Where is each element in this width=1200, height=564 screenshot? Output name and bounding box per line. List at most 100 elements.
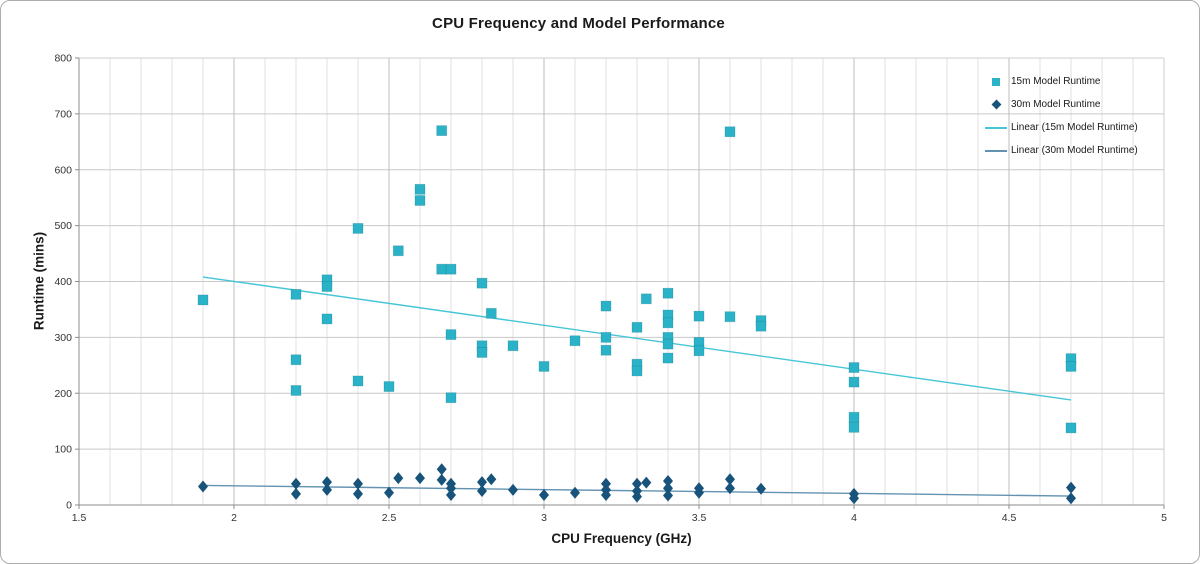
data-point-square — [724, 311, 736, 323]
data-point-diamond — [601, 488, 611, 501]
x-tick-label: 5 — [1161, 512, 1167, 524]
data-point-square — [848, 421, 860, 433]
data-point-diamond — [632, 490, 642, 503]
data-point-square — [538, 361, 550, 372]
data-point-square — [290, 288, 302, 300]
y-tick-label: 500 — [54, 220, 72, 232]
data-point-square — [445, 329, 457, 340]
data-point-square — [569, 335, 581, 347]
data-point-square — [476, 347, 488, 358]
data-point-diamond — [1066, 481, 1076, 494]
legend-item: 30m Model Runtime — [984, 93, 1138, 116]
data-point-diamond — [415, 472, 425, 485]
data-point-square — [485, 307, 497, 319]
data-point-square — [662, 352, 674, 364]
x-tick-label: 2.5 — [382, 512, 397, 524]
data-point-square — [693, 345, 705, 357]
data-point-square — [392, 245, 404, 257]
data-point-diamond — [322, 476, 332, 489]
data-point-diamond — [384, 486, 394, 499]
data-point-square — [631, 365, 643, 377]
data-point-square — [321, 313, 333, 325]
data-point-square — [662, 338, 674, 350]
x-tick-label: 1.5 — [72, 512, 87, 524]
data-point-square — [640, 293, 652, 305]
data-point-diamond — [1066, 492, 1076, 505]
data-point-diamond — [477, 476, 487, 489]
data-point-diamond — [477, 485, 487, 498]
data-point-diamond — [756, 482, 766, 495]
square-marker — [992, 77, 1000, 86]
data-point-square — [693, 310, 705, 322]
data-point-diamond — [663, 474, 673, 487]
data-point-square — [436, 125, 448, 137]
y-axis-title: Runtime (mins) — [31, 231, 47, 331]
data-point-diamond — [446, 488, 456, 501]
y-tick-label: 200 — [54, 388, 72, 400]
data-point-square — [600, 300, 612, 312]
data-point-square — [848, 376, 860, 388]
data-point-square — [662, 317, 674, 329]
x-tick-label: 2 — [231, 512, 237, 524]
data-point-diamond — [632, 477, 642, 490]
data-point-square — [662, 287, 674, 299]
data-point-diamond — [436, 463, 447, 476]
data-point-diamond — [508, 483, 518, 496]
y-tick-label: 800 — [54, 53, 72, 65]
data-point-diamond — [539, 488, 549, 501]
legend-item: Linear (30m Model Runtime) — [984, 139, 1138, 162]
data-point-diamond — [725, 473, 735, 486]
data-point-square — [436, 263, 448, 275]
line-marker — [985, 149, 1007, 152]
data-point-square — [352, 223, 364, 234]
trendline — [202, 276, 1072, 401]
data-point-square — [414, 183, 426, 195]
legend-line-marker — [984, 126, 1008, 129]
legend-label: 30m Model Runtime — [1011, 99, 1101, 110]
data-point-square — [383, 381, 395, 392]
data-point-diamond — [601, 477, 611, 490]
data-point-square — [600, 331, 612, 343]
x-axis-title: CPU Frequency (GHz) — [551, 531, 692, 546]
data-point-diamond — [322, 483, 332, 496]
legend-line-marker — [984, 149, 1008, 152]
chart-title: CPU Frequency and Model Performance — [432, 15, 725, 32]
y-tick-label: 600 — [54, 164, 72, 176]
x-tick-label: 3 — [541, 512, 547, 524]
legend: 15m Model Runtime 30m Model Runtime Linear… — [984, 70, 1138, 162]
data-point-square — [724, 126, 736, 138]
data-point-diamond — [291, 487, 301, 500]
data-point-square — [414, 195, 426, 206]
data-point-diamond — [486, 473, 497, 486]
data-point-square — [600, 344, 612, 356]
data-point-diamond — [436, 473, 447, 486]
legend-label: Linear (15m Model Runtime) — [1011, 122, 1138, 133]
data-point-square — [507, 340, 519, 352]
legend-label: Linear (30m Model Runtime) — [1011, 145, 1138, 156]
data-point-diamond — [446, 482, 456, 495]
legend-item: 15m Model Runtime — [984, 70, 1138, 93]
data-point-square — [197, 294, 209, 306]
line-marker — [985, 126, 1007, 129]
data-point-diamond — [663, 482, 673, 495]
data-point-square — [476, 277, 488, 289]
data-point-square — [290, 385, 302, 396]
data-point-square — [445, 392, 457, 404]
y-tick-label: 300 — [54, 332, 72, 344]
legend-item: Linear (15m Model Runtime) — [984, 116, 1138, 139]
x-tick-label: 4 — [851, 512, 857, 524]
x-tick-label: 3.5 — [692, 512, 707, 524]
data-point-diamond — [353, 477, 363, 490]
data-point-square — [445, 263, 457, 275]
data-point-diamond — [849, 492, 859, 505]
data-point-diamond — [663, 489, 673, 502]
x-tick-label: 4.5 — [1002, 512, 1017, 524]
legend-label: 15m Model Runtime — [1011, 76, 1101, 87]
legend-square-icon — [984, 77, 1008, 86]
data-point-diamond — [393, 472, 404, 485]
data-point-square — [290, 354, 302, 366]
data-point-square — [848, 411, 860, 423]
data-point-diamond — [353, 487, 363, 500]
